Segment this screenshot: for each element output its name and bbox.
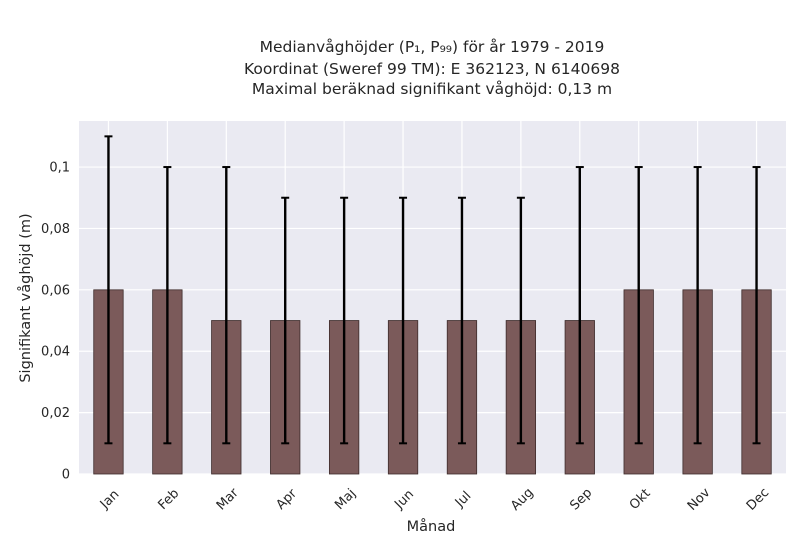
title-line-1: Medianvåghöjder (P₁, P₉₉) för år 1979 - … [260, 38, 605, 56]
chart-title: Medianvåghöjder (P₁, P₉₉) för år 1979 - … [244, 38, 620, 98]
x-tick-label: Jun [391, 487, 417, 513]
x-tick-label: Okt [627, 486, 654, 513]
title-line-3: Maximal beräknad signifikant våghöjd: 0,… [252, 80, 612, 98]
x-tick-label: Jul [452, 489, 474, 511]
y-axis-label: Signifikant våghöjd (m) [17, 213, 34, 382]
x-tick-label: Maj [332, 486, 359, 513]
y-tick-label: 0,06 [41, 283, 70, 298]
x-tick-label: Dec [744, 485, 772, 513]
y-tick-label: 0,1 [49, 161, 70, 176]
x-tick-label: Feb [155, 486, 182, 513]
x-tick-label: Mar [214, 485, 242, 513]
plot-area [79, 121, 786, 474]
x-tick-label: Nov [685, 485, 714, 514]
title-line-2: Koordinat (Sweref 99 TM): E 362123, N 61… [244, 60, 620, 78]
x-tick-label: Jan [97, 487, 122, 512]
y-tick-label: 0,02 [41, 406, 70, 421]
error-bars [104, 135, 761, 445]
x-tick-label: Sep [567, 486, 595, 514]
x-tick-label: Apr [273, 486, 300, 513]
y-tick-label: 0,08 [41, 222, 70, 237]
y-tick-label: 0 [62, 468, 70, 483]
y-tick-label: 0,04 [41, 345, 70, 360]
x-tick-labels: Jan Feb Mar Apr Maj Jun Jul Aug Sep Okt Nov Dec [97, 485, 772, 514]
x-tick-label: Aug [508, 485, 537, 514]
x-axis-label: Månad [407, 518, 456, 535]
y-tick-labels: 0 0,02 0,04 0,06 0,08 0,1 [41, 161, 70, 483]
